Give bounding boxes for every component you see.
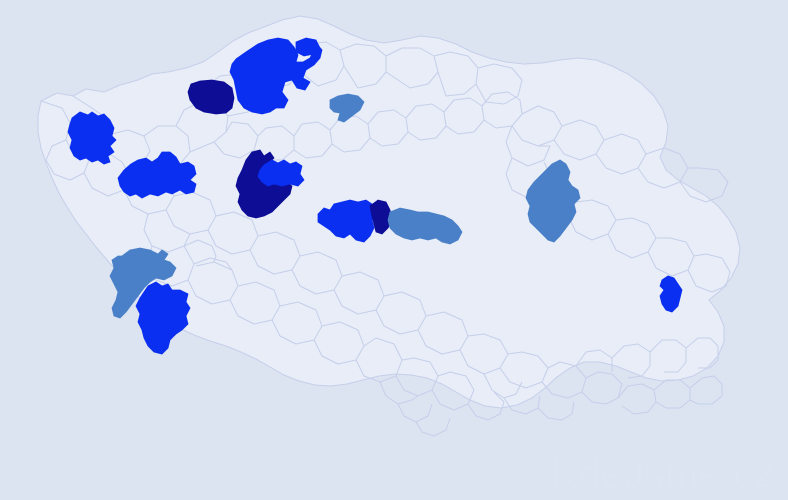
district-sumperk[interactable] <box>525 159 581 243</box>
district-liberec[interactable] <box>229 37 323 115</box>
district-plzen-sever[interactable] <box>117 151 197 199</box>
watermark-kdejsme: © KdeJsme.cz <box>509 452 774 496</box>
district-beroun[interactable] <box>317 199 377 243</box>
district-jablonec-nad-nisou[interactable] <box>295 37 321 57</box>
district-borders-moravia <box>379 357 505 437</box>
district-borders-east <box>459 105 731 421</box>
district-sokolov[interactable] <box>67 111 117 165</box>
district-praha[interactable] <box>257 159 305 187</box>
district-borders-south <box>143 213 403 383</box>
district-praha-zapad[interactable] <box>235 149 293 219</box>
district-frydek-mistek[interactable] <box>659 275 683 313</box>
district-kolin[interactable] <box>387 207 463 245</box>
district-decin[interactable] <box>187 79 235 115</box>
district-praha-vychod[interactable] <box>369 199 393 235</box>
district-trutnov[interactable] <box>329 93 365 123</box>
district-borders-central <box>165 91 523 355</box>
district-klatovy[interactable] <box>135 281 191 355</box>
district-domazlice[interactable] <box>109 247 177 319</box>
